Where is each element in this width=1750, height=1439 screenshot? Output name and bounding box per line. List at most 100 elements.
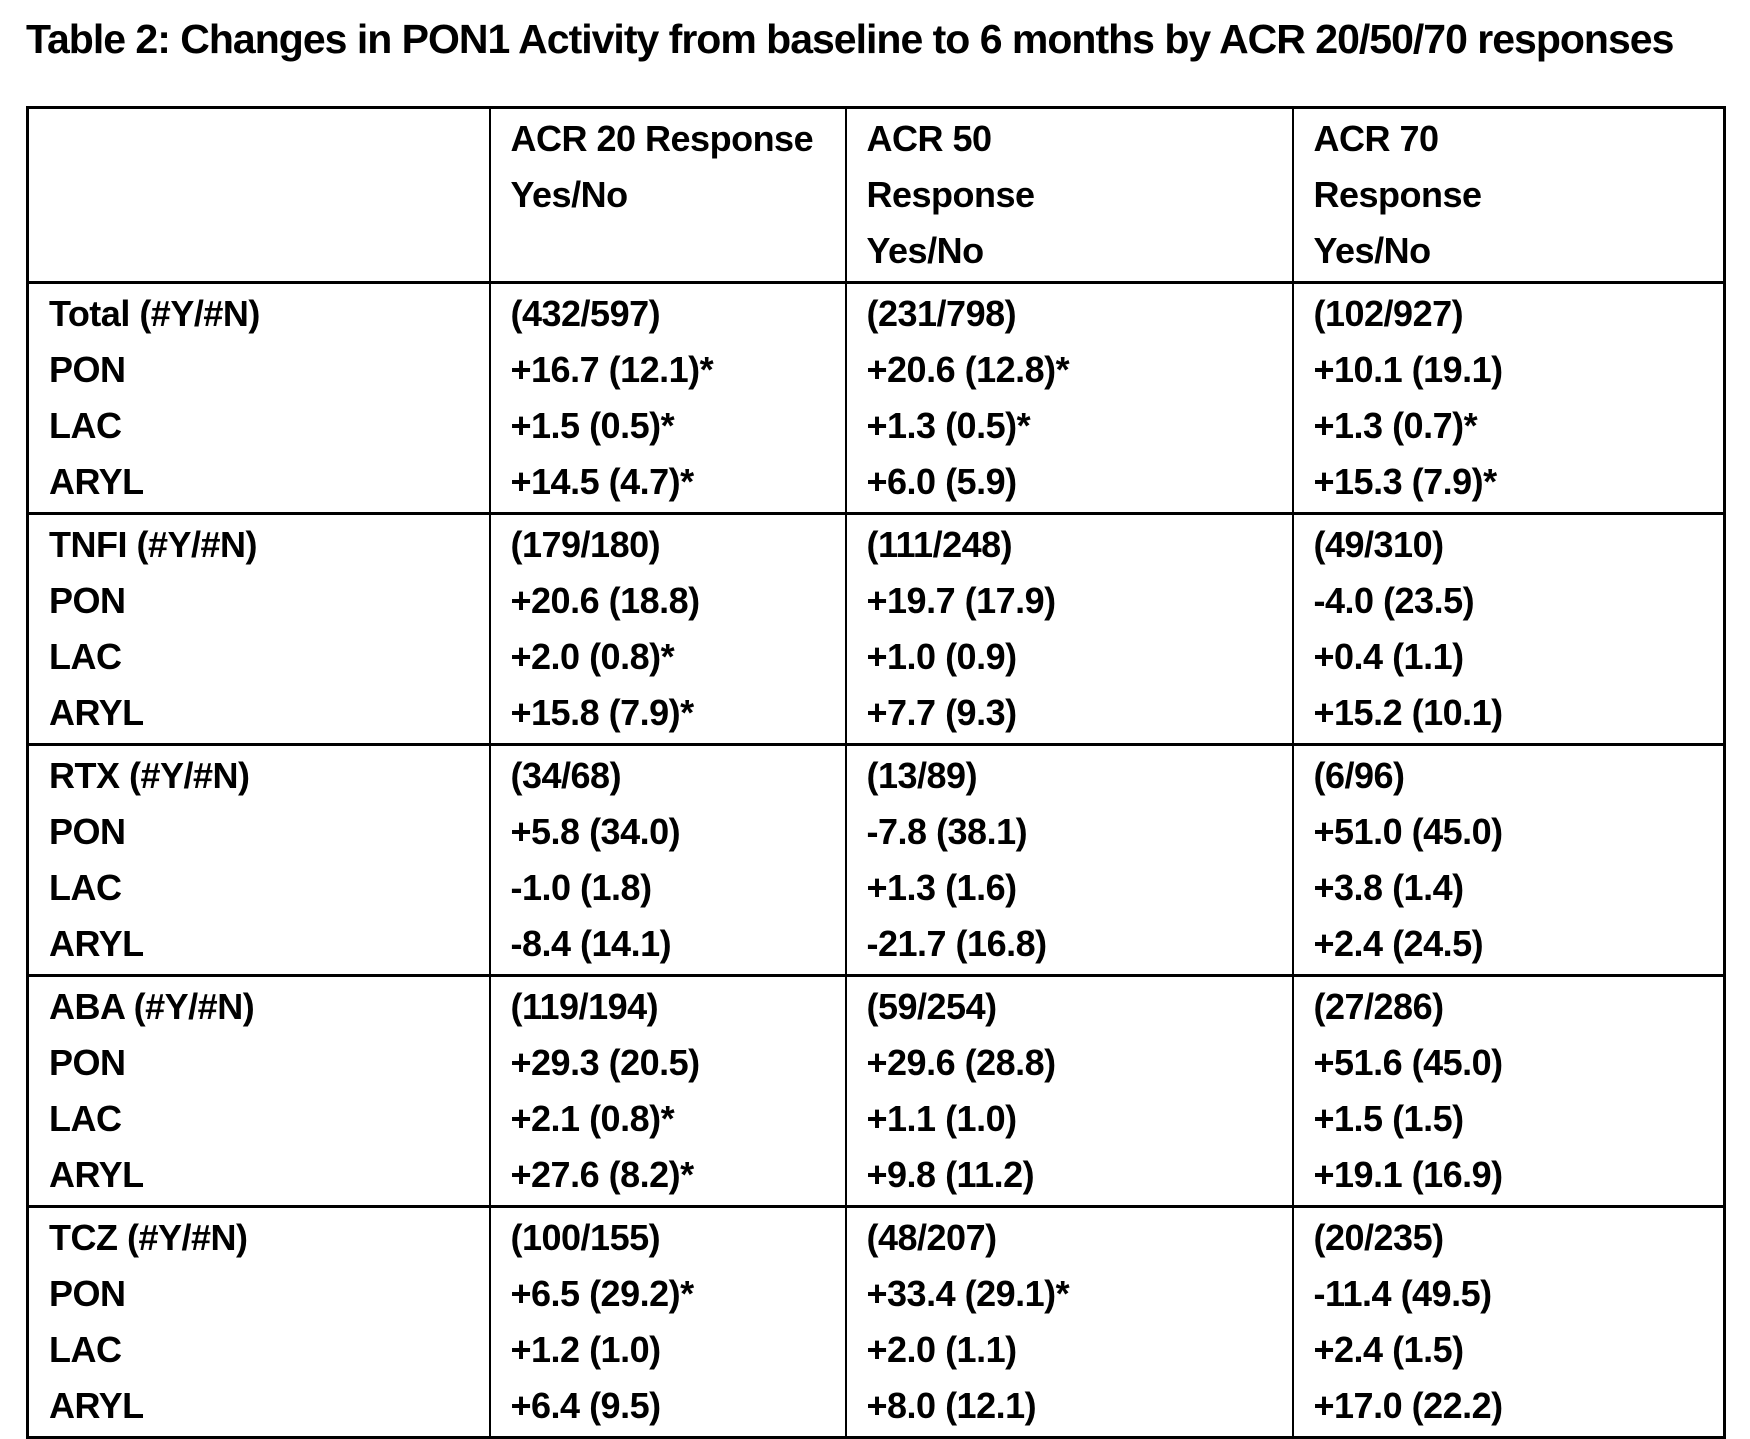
measure-label-pon: PON: [49, 349, 126, 390]
header-empty-cell: [26, 107, 490, 283]
lac-value: +2.0 (0.8)*: [510, 636, 675, 677]
measure-label-aryl: ARYL: [49, 461, 144, 502]
aryl-value: -21.7 (16.8): [866, 923, 1048, 964]
acr20-column-cell: (432/597) +16.7 (12.1)* +1.5 (0.5)* +14.…: [488, 282, 846, 514]
pon-value: +51.6 (45.0): [1313, 1042, 1504, 1083]
measure-label-pon: PON: [49, 580, 126, 621]
measure-label-aryl: ARYL: [49, 692, 144, 733]
table-title: Table 2: Changes in PON1 Activity from b…: [26, 16, 1674, 62]
group-label: TNFI (#Y/#N): [49, 524, 258, 565]
acr20-column-cell: (119/194) +29.3 (20.5) +2.1 (0.8)* +27.6…: [488, 975, 846, 1207]
group-label: ABA (#Y/#N): [49, 986, 255, 1027]
lac-value: +1.2 (1.0): [510, 1329, 662, 1370]
acr70-column-cell: (6/96) +51.0 (45.0) +3.8 (1.4) +2.4 (24.…: [1291, 744, 1725, 976]
label-column-cell: TNFI (#Y/#N) PON LAC ARYL: [26, 513, 490, 745]
lac-value: +1.3 (0.7)*: [1313, 405, 1478, 446]
aryl-value: +15.3 (7.9)*: [1313, 461, 1498, 502]
group-label: RTX (#Y/#N): [49, 755, 250, 796]
measure-label-aryl: ARYL: [49, 923, 144, 964]
aryl-value: +8.0 (12.1): [866, 1385, 1037, 1426]
header-acr70: ACR 70 Response Yes/No: [1291, 107, 1725, 283]
counts-value: (432/597): [510, 293, 661, 334]
group-row-tcz: TCZ (#Y/#N) PON LAC ARYL (100/155) +6.5 …: [26, 1206, 1725, 1438]
counts-value: (119/194): [510, 986, 659, 1027]
counts-value: (102/927): [1313, 293, 1464, 334]
lac-value: -1.0 (1.8): [510, 867, 653, 908]
group-row-rtx: RTX (#Y/#N) PON LAC ARYL (34/68) +5.8 (3…: [26, 744, 1725, 976]
aryl-value: +15.2 (10.1): [1313, 692, 1504, 733]
pon-value: +20.6 (12.8)*: [866, 349, 1070, 390]
counts-value: (34/68): [510, 755, 622, 796]
aryl-value: +27.6 (8.2)*: [510, 1154, 695, 1195]
aryl-value: -8.4 (14.1): [510, 923, 672, 964]
counts-value: (27/286): [1313, 986, 1445, 1027]
lac-value: +2.0 (1.1): [866, 1329, 1018, 1370]
label-column-cell: TCZ (#Y/#N) PON LAC ARYL: [26, 1206, 490, 1438]
pon-value: +33.4 (29.1)*: [866, 1273, 1070, 1314]
lac-value: +1.0 (0.9): [866, 636, 1018, 677]
pon-value: +51.0 (45.0): [1313, 811, 1504, 852]
aryl-value: +9.8 (11.2): [866, 1154, 1035, 1195]
measure-label-aryl: ARYL: [49, 1154, 144, 1195]
aryl-value: +15.8 (7.9)*: [510, 692, 695, 733]
aryl-value: +7.7 (9.3): [866, 692, 1018, 733]
pon-value: +10.1 (19.1): [1313, 349, 1504, 390]
pon-value: +29.6 (28.8): [866, 1042, 1057, 1083]
aryl-value: +17.0 (22.2): [1313, 1385, 1504, 1426]
acr70-column-cell: (27/286) +51.6 (45.0) +1.5 (1.5) +19.1 (…: [1291, 975, 1725, 1207]
measure-label-pon: PON: [49, 1042, 126, 1083]
counts-value: (179/180): [510, 524, 661, 565]
counts-value: (111/248): [866, 524, 1013, 565]
counts-value: (59/254): [866, 986, 998, 1027]
counts-value: (20/235): [1313, 1217, 1445, 1258]
aryl-value: +2.4 (24.5): [1313, 923, 1484, 964]
lac-value: +1.5 (1.5): [1313, 1098, 1465, 1139]
acr50-column-cell: (111/248) +19.7 (17.9) +1.0 (0.9) +7.7 (…: [844, 513, 1293, 745]
aryl-value: +19.1 (16.9): [1313, 1154, 1504, 1195]
lac-value: +1.3 (0.5)*: [866, 405, 1031, 446]
lac-value: +1.1 (1.0): [866, 1098, 1018, 1139]
pon-value: +16.7 (12.1)*: [510, 349, 714, 390]
pon-value: +19.7 (17.9): [866, 580, 1057, 621]
measure-label-lac: LAC: [49, 1329, 122, 1370]
aryl-value: +6.4 (9.5): [510, 1385, 662, 1426]
group-row-total: Total (#Y/#N) PON LAC ARYL (432/597) +16…: [26, 282, 1725, 514]
pon-value: -7.8 (38.1): [866, 811, 1028, 852]
acr20-column-cell: (34/68) +5.8 (34.0) -1.0 (1.8) -8.4 (14.…: [488, 744, 846, 976]
measure-label-pon: PON: [49, 1273, 126, 1314]
pon-value: +6.5 (29.2)*: [510, 1273, 695, 1314]
lac-value: +2.1 (0.8)*: [510, 1098, 675, 1139]
measure-label-lac: LAC: [49, 1098, 122, 1139]
lac-value: +1.5 (0.5)*: [510, 405, 675, 446]
header-acr20: ACR 20 Response Yes/No: [488, 107, 846, 283]
counts-value: (100/155): [510, 1217, 661, 1258]
lac-value: +3.8 (1.4): [1313, 867, 1465, 908]
counts-value: (49/310): [1313, 524, 1445, 565]
measure-label-lac: LAC: [49, 867, 122, 908]
acr20-column-cell: (179/180) +20.6 (18.8) +2.0 (0.8)* +15.8…: [488, 513, 846, 745]
group-label: Total (#Y/#N): [49, 293, 260, 334]
group-label: TCZ (#Y/#N): [49, 1217, 248, 1258]
aryl-value: +6.0 (5.9): [866, 461, 1018, 502]
group-row-aba: ABA (#Y/#N) PON LAC ARYL (119/194) +29.3…: [26, 975, 1725, 1207]
counts-value: (6/96): [1313, 755, 1406, 796]
header-row: ACR 20 Response Yes/No ACR 50 Response Y…: [26, 107, 1725, 283]
pon-value: +5.8 (34.0): [510, 811, 681, 852]
lac-value: +1.3 (1.6): [866, 867, 1018, 908]
label-column-cell: RTX (#Y/#N) PON LAC ARYL: [26, 744, 490, 976]
acr70-column-cell: (102/927) +10.1 (19.1) +1.3 (0.7)* +15.3…: [1291, 282, 1725, 514]
acr50-column-cell: (13/89) -7.8 (38.1) +1.3 (1.6) -21.7 (16…: [844, 744, 1293, 976]
aryl-value: +14.5 (4.7)*: [510, 461, 695, 502]
pon-value: +29.3 (20.5): [510, 1042, 701, 1083]
measure-label-aryl: ARYL: [49, 1385, 144, 1426]
measure-label-lac: LAC: [49, 636, 122, 677]
pon-value: -4.0 (23.5): [1313, 580, 1475, 621]
acr70-column-cell: (20/235) -11.4 (49.5) +2.4 (1.5) +17.0 (…: [1291, 1206, 1725, 1438]
acr20-column-cell: (100/155) +6.5 (29.2)* +1.2 (1.0) +6.4 (…: [488, 1206, 846, 1438]
measure-label-lac: LAC: [49, 405, 122, 446]
lac-value: +2.4 (1.5): [1313, 1329, 1465, 1370]
group-row-tnfi: TNFI (#Y/#N) PON LAC ARYL (179/180) +20.…: [26, 513, 1725, 745]
pon1-activity-table: ACR 20 Response Yes/No ACR 50 Response Y…: [26, 106, 1726, 1439]
pon-value: +20.6 (18.8): [510, 580, 701, 621]
